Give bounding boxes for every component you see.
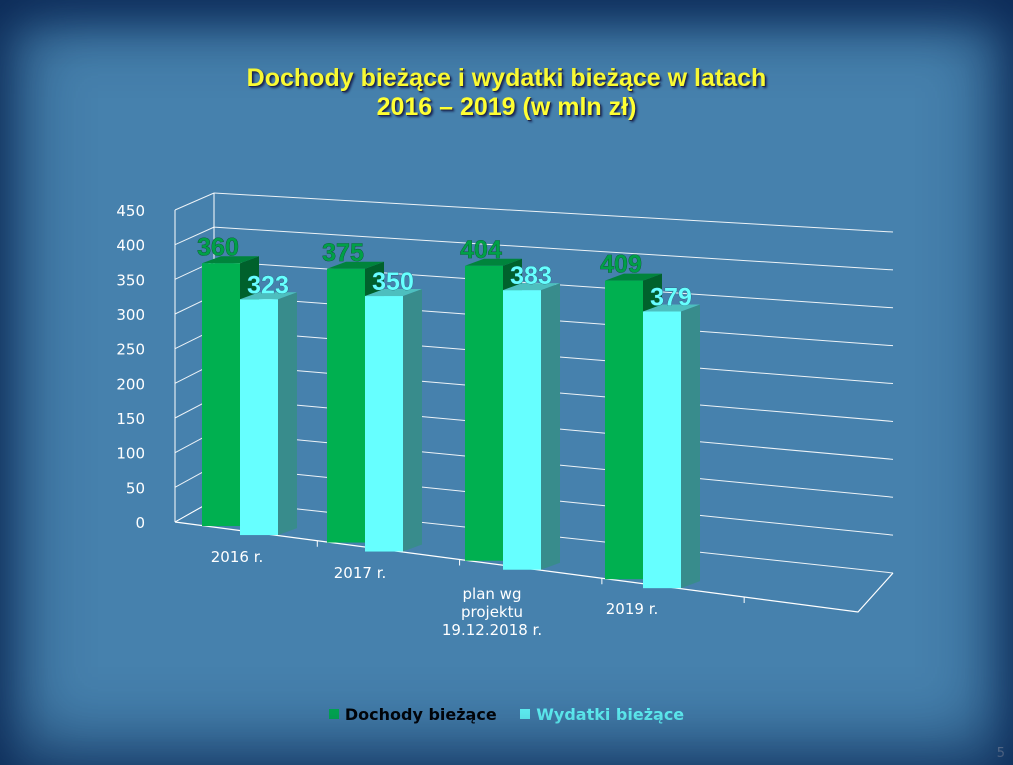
bar-top bbox=[202, 256, 259, 264]
bar-side bbox=[278, 292, 297, 536]
bar-wydatki-2 bbox=[365, 289, 422, 552]
x-axis-tick-labels: 2016 r. 2017 r. plan wg projektu 19.12.2018 … bbox=[211, 548, 659, 639]
bar-front bbox=[240, 299, 278, 536]
legend-swatch-series-2 bbox=[520, 709, 531, 719]
slide-number: 5 bbox=[996, 746, 1005, 761]
chart-shape: projektu bbox=[461, 603, 523, 621]
y-tick-label: 50 bbox=[126, 479, 145, 497]
gridline bbox=[213, 226, 894, 271]
y-tick-label: 250 bbox=[116, 341, 145, 359]
floor-edge bbox=[174, 521, 894, 613]
y-tick-label: 450 bbox=[116, 202, 145, 220]
legend-item-series-1: Dochody bieżące bbox=[328, 705, 497, 724]
data-label-wydatki-1: 323 bbox=[247, 271, 289, 299]
bar-top bbox=[503, 283, 560, 291]
x-tick-label-1: 2016 r. bbox=[211, 548, 264, 566]
bar-front bbox=[365, 296, 403, 552]
chart-legend: Dochody bieżące Wydatki bieżące bbox=[0, 705, 1013, 724]
chart-title-line-2: 2016 – 2019 (w mln zł) bbox=[376, 93, 637, 121]
data-labels: 360 323 375 350 404 383 409 379 bbox=[197, 233, 692, 312]
chart-shape: 2016 r. bbox=[211, 548, 264, 566]
chart-bars bbox=[202, 256, 700, 589]
y-tick-label: 150 bbox=[116, 410, 145, 428]
bar-top bbox=[465, 258, 522, 266]
chart-shape: 19.12.2018 r. bbox=[442, 621, 542, 639]
chart-title-line-1: Dochody bieżące i wydatki bieżące w lata… bbox=[246, 64, 767, 92]
bar-top bbox=[365, 289, 422, 297]
bar-wydatki-1 bbox=[240, 292, 297, 536]
legend-swatch-series-1 bbox=[328, 709, 339, 719]
bar-top bbox=[643, 304, 700, 312]
bar-front bbox=[643, 311, 681, 589]
legend-label-series-2: Wydatki bieżące bbox=[536, 705, 685, 724]
gridline-depth bbox=[174, 226, 215, 246]
y-tick-label: 200 bbox=[116, 375, 145, 393]
bar-front bbox=[327, 268, 365, 543]
bar-front bbox=[605, 280, 643, 580]
bar-front bbox=[202, 263, 240, 527]
legend-label-series-1: Dochody bieżące bbox=[344, 705, 497, 724]
legend-item-series-2: Wydatki bieżące bbox=[520, 705, 684, 724]
y-tick-label: 350 bbox=[116, 271, 145, 289]
data-label-dochody-3: 404 bbox=[460, 236, 502, 264]
bar-wydatki-3 bbox=[503, 283, 560, 570]
chart-title: Dochody bieżące i wydatki bieżące w lata… bbox=[0, 64, 1013, 122]
bar-front bbox=[465, 265, 503, 561]
bar-wydatki-4 bbox=[643, 304, 700, 589]
bar-side bbox=[403, 289, 422, 552]
data-label-dochody-2: 375 bbox=[322, 239, 364, 267]
x-tick-label-2: 2017 r. bbox=[334, 564, 387, 582]
gridline bbox=[213, 192, 894, 233]
chart-shape: plan wg bbox=[463, 585, 522, 603]
data-label-dochody-1: 360 bbox=[197, 233, 239, 261]
x-tick-label-3: plan wg projektu 19.12.2018 r. bbox=[442, 585, 542, 639]
y-tick-label: 300 bbox=[116, 306, 145, 324]
y-tick-label: 400 bbox=[116, 237, 145, 255]
bar-side bbox=[681, 304, 700, 589]
chart-shape: 2017 r. bbox=[334, 564, 387, 582]
bar-side bbox=[541, 283, 560, 570]
x-tick-label-4: 2019 r. bbox=[606, 600, 659, 618]
y-tick-label: 0 bbox=[135, 514, 145, 532]
gridline-depth bbox=[174, 192, 215, 211]
bar-top bbox=[605, 273, 662, 281]
y-tick-label: 100 bbox=[116, 445, 145, 463]
data-label-wydatki-3: 383 bbox=[510, 262, 552, 290]
data-label-wydatki-4: 379 bbox=[650, 284, 692, 312]
data-label-dochody-4: 409 bbox=[600, 251, 642, 279]
bar-top bbox=[240, 292, 297, 300]
data-label-wydatki-2: 350 bbox=[372, 268, 414, 296]
bar-front bbox=[503, 290, 541, 570]
chart-shape: 2019 r. bbox=[606, 600, 659, 618]
y-axis-tick-labels: 0 50 100 150 200 250 300 350 400 450 bbox=[116, 202, 145, 532]
bar-top bbox=[327, 261, 384, 269]
